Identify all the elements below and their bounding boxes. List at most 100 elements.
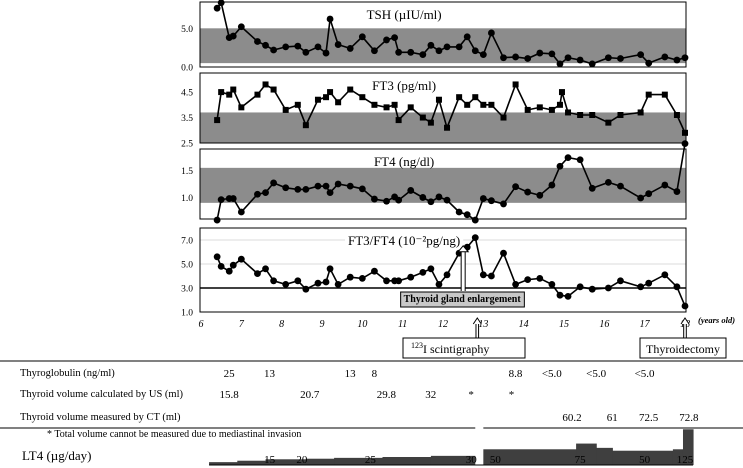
data-point — [327, 89, 334, 96]
data-point — [358, 275, 366, 282]
data-point — [371, 195, 378, 203]
ct_volume-label: Thyroid volume measured by CT (ml) — [20, 412, 181, 423]
data-point — [556, 101, 563, 108]
panel-4: 1.0 3.0 5.0 7.0 FT3/FT4 (10⁻²pg/ng) Thyroid g… — [181, 227, 689, 319]
data-point — [548, 106, 555, 113]
data-point — [564, 293, 572, 300]
data-point — [661, 53, 669, 61]
x-axis: 6789101112131415161718(years old) — [199, 315, 736, 330]
data-point — [359, 94, 366, 101]
data-point — [443, 196, 451, 204]
scintigraphy-box — [402, 337, 526, 359]
data-point — [435, 47, 443, 55]
panel-2: 2.5 3.5 4.5 FT3 (pg/ml) — [181, 72, 688, 150]
data-point — [661, 181, 669, 189]
thyroglobulin-value: 25 — [224, 368, 236, 380]
panel-3: 1.0 1.5 FT4 (ng/dl) — [181, 140, 689, 224]
data-point — [500, 54, 507, 62]
footnote: * Total volume cannot be measured due to… — [47, 429, 301, 440]
data-point — [371, 47, 378, 55]
data-point — [645, 91, 652, 98]
data-point — [472, 94, 479, 101]
data-point — [604, 284, 612, 292]
data-point — [314, 96, 321, 103]
data-point — [395, 277, 403, 285]
data-point — [479, 51, 487, 59]
data-point — [576, 156, 584, 164]
x-tick-label: 7 — [239, 319, 245, 330]
normal-range-band — [200, 112, 686, 143]
data-point — [564, 154, 572, 162]
title-backing — [345, 232, 464, 249]
data-point — [229, 32, 237, 40]
data-point — [558, 89, 565, 96]
data-point — [229, 261, 237, 269]
lt4-dose-step — [430, 455, 476, 465]
y-tick-label: 1.0 — [181, 194, 193, 204]
data-point — [254, 270, 261, 277]
data-point — [617, 55, 624, 62]
data-point — [524, 106, 531, 113]
us_volume-value: 20.7 — [300, 389, 320, 401]
data-point — [346, 273, 354, 281]
data-point — [645, 190, 653, 198]
y-tick-label: 0.0 — [181, 64, 193, 74]
data-point — [383, 197, 390, 205]
data-point — [270, 86, 277, 93]
panel-frame — [199, 1, 687, 68]
us_volume-value: * — [509, 389, 515, 401]
data-point — [334, 41, 342, 48]
lt4-dose-step — [576, 443, 597, 465]
data-point — [681, 140, 689, 148]
data-point — [427, 265, 435, 273]
data-point — [524, 276, 532, 283]
data-point — [673, 188, 681, 195]
data-point — [443, 271, 451, 279]
data-point — [217, 263, 225, 270]
data-point — [282, 43, 290, 51]
data-point — [238, 104, 245, 111]
x-tick-label: 12 — [438, 319, 448, 330]
data-point — [427, 41, 435, 49]
lt4-dose-label: 50 — [639, 454, 651, 466]
ct_volume-value: 60.2 — [562, 412, 581, 424]
data-table: Thyroglobulin (ng/ml) 25 13 13 8 8.8 <5.0 <5.0 <… — [0, 360, 743, 440]
data-point — [383, 36, 390, 44]
lt4-dose-label: 50 — [490, 454, 502, 466]
data-point — [456, 94, 463, 101]
scintigraphy-label: 123I scintigraphy — [411, 341, 489, 356]
data-point — [217, 0, 225, 7]
data-point — [302, 48, 310, 56]
data-point — [322, 182, 330, 190]
panel-title: TSH (µIU/ml) — [367, 7, 442, 22]
data-point — [588, 285, 596, 293]
panel-1: 0.0 5.0 TSH (µIU/ml) — [181, 0, 689, 74]
data-point — [617, 277, 624, 285]
data-point — [576, 56, 584, 64]
data-point — [302, 285, 310, 293]
data-point — [681, 302, 689, 310]
data-point — [637, 109, 644, 116]
data-point — [214, 117, 221, 124]
thyroidectomy-box — [639, 337, 727, 359]
data-point — [282, 106, 289, 113]
data-point — [391, 101, 398, 108]
data-point — [237, 23, 245, 31]
data-point — [536, 104, 543, 111]
ct_volume-value: 61 — [607, 412, 618, 424]
data-point — [323, 94, 330, 101]
data-point — [455, 208, 463, 216]
data-point — [463, 211, 471, 219]
data-point — [471, 47, 479, 55]
data-point — [637, 283, 645, 291]
data-point — [661, 91, 668, 98]
data-point — [576, 283, 584, 291]
data-point — [604, 54, 612, 62]
x-tick-label: 16 — [599, 319, 609, 330]
data-point — [226, 91, 233, 98]
annotation-box — [400, 291, 525, 308]
data-point — [500, 114, 507, 121]
data-point — [326, 189, 334, 197]
data-point — [294, 101, 301, 108]
x-tick-label: 9 — [320, 319, 325, 330]
